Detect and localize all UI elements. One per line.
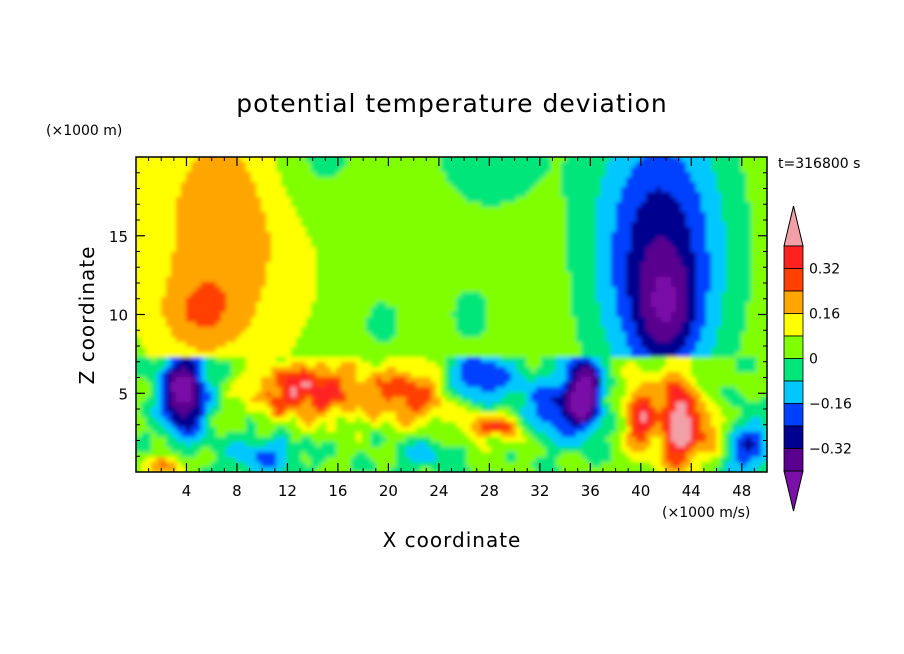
colorbar-tick-label: 0.32 <box>809 262 840 278</box>
colorbar-segment <box>783 425 804 449</box>
colorbar-segment <box>783 268 804 292</box>
x-tick-label: 36 <box>581 482 600 500</box>
x-tick-label: 16 <box>328 482 347 500</box>
y-tick-label: 15 <box>109 228 128 246</box>
colorbar-segment <box>783 380 804 404</box>
y-tick-label: 10 <box>109 307 128 325</box>
colorbar-segment <box>783 448 804 472</box>
x-tick-label: 20 <box>379 482 398 500</box>
colorbar-tick-label: −0.32 <box>809 442 852 458</box>
colorbar-segment <box>783 245 804 269</box>
y-axis: 5 10 15 <box>109 172 767 457</box>
x-tick-label: 48 <box>732 482 751 500</box>
colorbar-segment <box>783 403 804 427</box>
x-axis-label: X coordinate <box>383 528 522 552</box>
contour-field <box>136 157 767 472</box>
colorbar-max-arrow <box>783 205 804 247</box>
colorbar: 0.32 0.16 0 −0.16 −0.32 <box>783 205 852 512</box>
y-tick-label: 5 <box>118 385 128 403</box>
colorbar-segment <box>783 358 804 382</box>
x-tick-label: 4 <box>182 482 192 500</box>
x-unit-label: (×1000 m/s) <box>662 505 750 521</box>
colorbar-min-arrow <box>783 470 804 512</box>
x-tick-label: 12 <box>278 482 297 500</box>
chart-title: potential temperature deviation <box>236 89 667 118</box>
y-unit-label: (×1000 m) <box>46 123 122 139</box>
x-tick-label: 28 <box>480 482 499 500</box>
y-axis-label: Z coordinate <box>75 246 99 385</box>
x-tick-label: 44 <box>682 482 701 500</box>
colorbar-tick-label: −0.16 <box>809 397 852 413</box>
x-tick-label: 24 <box>429 482 448 500</box>
x-tick-label: 40 <box>631 482 650 500</box>
x-axis: 4 8 12 16 20 24 28 32 36 40 44 48 <box>148 157 755 500</box>
x-tick-label: 32 <box>530 482 549 500</box>
colorbar-segment <box>783 290 804 314</box>
colorbar-segment <box>783 335 804 359</box>
colorbar-tick-label: 0.16 <box>809 307 840 323</box>
x-tick-label: 8 <box>232 482 242 500</box>
colorbar-tick-label: 0 <box>809 352 818 368</box>
colorbar-segment <box>783 313 804 337</box>
time-label: t=316800 s <box>778 156 860 172</box>
